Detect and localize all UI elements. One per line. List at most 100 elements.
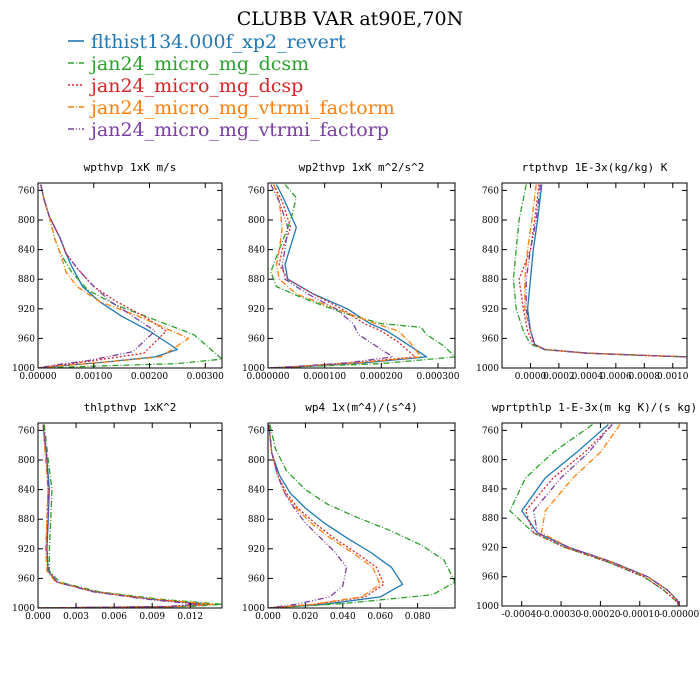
x-tick-label: 0.000100 — [303, 372, 346, 382]
y-tick-label: 760 — [248, 426, 265, 436]
x-tick-label: 0.000 — [25, 612, 51, 622]
y-tick-label: 1000 — [242, 364, 265, 374]
panel-title: wp4 1x(m^4)/(s^4) — [305, 401, 418, 414]
series-line — [268, 424, 348, 608]
y-tick-label: 880 — [18, 515, 35, 525]
y-tick-label: 1000 — [476, 364, 499, 374]
x-tick-label: -0.00000 — [659, 610, 700, 620]
x-tick-label: 0.000 — [255, 612, 281, 622]
figure-title: CLUBB VAR at90E,70N — [237, 8, 463, 30]
x-tick-label: 0.00100 — [75, 372, 112, 382]
y-tick-label: 1000 — [242, 604, 265, 614]
panel-title: rtpthvp 1E-3x(kg/kg) K — [522, 161, 668, 174]
x-tick-label: 0.0008 — [629, 372, 661, 382]
y-tick-label: 920 — [482, 305, 499, 315]
panel-title: wprtpthlp 1-E-3x(m kg K)/(s kg) — [492, 401, 697, 414]
series-line — [38, 424, 198, 608]
x-tick-label: 0.003 — [63, 612, 89, 622]
y-tick-label: 840 — [18, 486, 35, 496]
y-tick-label: 920 — [18, 305, 35, 315]
series-line — [38, 184, 222, 368]
x-tick-label: 0.00300 — [187, 372, 224, 382]
y-tick-label: 920 — [18, 545, 35, 555]
legend-label: jan24_micro_mg_vtrmi_factorm — [89, 97, 395, 119]
series-line — [509, 423, 680, 606]
chart-panel: wprtpthlp 1-E-3x(m kg K)/(s kg) 760 800 840… — [476, 401, 699, 620]
x-tick-label: 0.000200 — [360, 372, 403, 382]
series-group — [38, 424, 222, 608]
series-line — [268, 184, 394, 368]
y-tick-label: 960 — [18, 334, 35, 344]
series-line — [524, 424, 680, 606]
x-tick-label: 0.020 — [293, 612, 319, 622]
series-group — [512, 184, 687, 358]
series-line — [38, 424, 214, 608]
y-tick-label: 960 — [18, 574, 35, 584]
legend-entry: flthist134.000f_xp2_revert — [68, 31, 346, 53]
series-line — [38, 184, 156, 368]
legend-label: jan24_micro_mg_dcsm — [89, 53, 309, 75]
series-line — [38, 424, 210, 608]
y-tick-label: 760 — [482, 426, 499, 436]
y-tick-label: 800 — [248, 216, 265, 226]
y-tick-label: 800 — [18, 456, 35, 466]
series-line — [38, 424, 204, 608]
series-line — [38, 424, 222, 608]
series-line — [268, 424, 404, 608]
panel-title: thlpthvp 1xK^2 — [84, 401, 177, 414]
legend-entry: jan24_micro_mg_vtrmi_factorm — [68, 97, 395, 119]
y-tick-label: 1000 — [12, 364, 35, 374]
plot-frame — [37, 182, 223, 369]
series-line — [268, 424, 455, 608]
chart-panel: wp2thvp 1xK m^2/s^2 760 800 840 880 920 960 100… — [242, 161, 460, 382]
x-tick-label: -0.00010 — [620, 610, 661, 620]
legend-label: jan24_micro_mg_vtrmi_factorp — [89, 119, 389, 141]
chart-panel: wp4 1x(m^4)/(s^4)76080084088092096010000… — [242, 401, 456, 622]
y-tick-label: 880 — [248, 515, 265, 525]
y-tick-label: 800 — [482, 456, 499, 466]
legend: flthist134.000f_xp2_revert jan24_micro_m… — [68, 31, 395, 141]
plot-frame — [501, 182, 688, 369]
y-tick-label: 800 — [18, 216, 35, 226]
series-line — [268, 184, 455, 368]
series-line — [268, 424, 385, 608]
chart-panel: thlpthvp 1xK^276080084088092096010000.00… — [12, 401, 223, 622]
x-tick-label: 0.000000 — [247, 372, 290, 382]
y-tick-label: 880 — [482, 275, 499, 285]
panel-title: wp2thvp 1xK m^2/s^2 — [299, 161, 425, 174]
y-tick-label: 760 — [248, 186, 265, 196]
y-tick-label: 800 — [482, 216, 499, 226]
series-group — [268, 184, 455, 368]
series-group — [509, 423, 680, 606]
y-tick-label: 880 — [18, 275, 35, 285]
x-tick-label: 0.060 — [367, 612, 393, 622]
x-tick-label: 0.00200 — [131, 372, 168, 382]
x-tick-label: 0.0000 — [515, 372, 547, 382]
chart-panel: rtpthvp 1E-3x(kg/kg) K 760 800 840 880 920 960… — [476, 161, 689, 382]
y-tick-label: 920 — [482, 543, 499, 553]
y-tick-label: 880 — [482, 514, 499, 524]
chart-panel: wpthvp 1xK m/s76080084088092096010000.00… — [12, 161, 224, 382]
y-tick-label: 800 — [248, 456, 265, 466]
series-line — [268, 424, 381, 608]
x-tick-label: 0.0002 — [543, 372, 575, 382]
series-line — [268, 184, 422, 368]
y-tick-label: 920 — [248, 305, 265, 315]
y-tick-label: 960 — [248, 334, 265, 344]
series-line — [38, 184, 190, 368]
series-line — [38, 184, 179, 368]
panel-title: wpthvp 1xK m/s — [84, 161, 177, 174]
y-tick-label: 920 — [248, 545, 265, 555]
legend-label: flthist134.000f_xp2_revert — [91, 31, 346, 53]
y-tick-label: 960 — [482, 334, 499, 344]
x-tick-label: -0.00040 — [502, 610, 543, 620]
y-tick-label: 840 — [248, 486, 265, 496]
legend-entry: jan24_micro_mg_dcsp — [68, 75, 303, 97]
legend-label: jan24_micro_mg_dcsp — [89, 75, 303, 97]
y-tick-label: 960 — [248, 574, 265, 584]
plot-frame — [267, 182, 456, 369]
plot-frame — [267, 422, 456, 609]
x-tick-label: 0.009 — [139, 612, 165, 622]
series-line — [532, 424, 680, 606]
series-line — [38, 184, 167, 368]
